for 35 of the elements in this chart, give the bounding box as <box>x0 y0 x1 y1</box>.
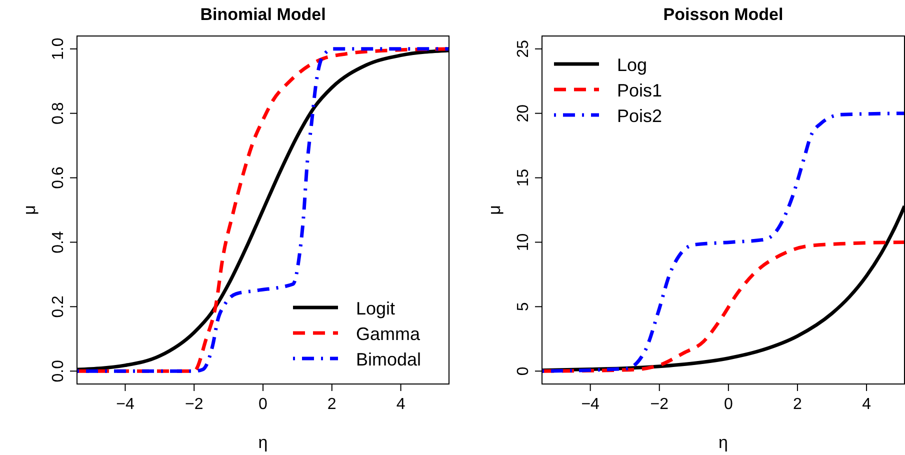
legend-label: Logit <box>356 298 396 318</box>
x-tick-label: 0 <box>724 396 733 413</box>
x-axis-title: η <box>718 433 728 452</box>
y-tick-label: 20 <box>515 104 532 122</box>
legend-label: Log <box>617 55 648 75</box>
x-axis-title: η <box>258 433 268 452</box>
y-tick-label: 0 <box>515 366 532 376</box>
chart-title: Poisson Model <box>663 5 784 24</box>
y-tick-label: 0.8 <box>50 102 67 124</box>
y-tick-label: 15 <box>515 168 532 187</box>
y-tick-label: 0.0 <box>50 360 67 382</box>
x-tick-label: 2 <box>793 396 802 413</box>
x-tick-label: −2 <box>184 396 204 413</box>
y-axis-title: μ <box>20 205 39 215</box>
legend-label: Pois2 <box>617 106 662 126</box>
legend-label: Gamma <box>356 324 421 344</box>
legend-label: Bimodal <box>356 350 422 370</box>
x-tick-label: 2 <box>327 396 336 413</box>
x-tick-label: −2 <box>650 396 669 413</box>
y-tick-label: 10 <box>515 233 532 252</box>
y-axis-title: μ <box>485 205 504 215</box>
y-tick-label: 1.0 <box>50 38 67 60</box>
y-tick-label: 0.6 <box>50 166 67 189</box>
legend-label: Pois1 <box>617 80 662 100</box>
line-series <box>542 240 904 373</box>
x-tick-label: 4 <box>862 396 872 413</box>
chart-title: Binomial Model <box>200 5 326 24</box>
y-tick-label: 25 <box>515 40 532 58</box>
y-tick-label: 0.2 <box>50 295 67 318</box>
x-tick-label: 0 <box>258 396 268 413</box>
x-tick-label: 4 <box>396 396 406 413</box>
x-tick-label: −4 <box>116 396 134 413</box>
y-tick-label: 5 <box>515 302 532 312</box>
y-tick-label: 0.4 <box>50 231 67 254</box>
x-tick-label: −4 <box>581 396 600 413</box>
